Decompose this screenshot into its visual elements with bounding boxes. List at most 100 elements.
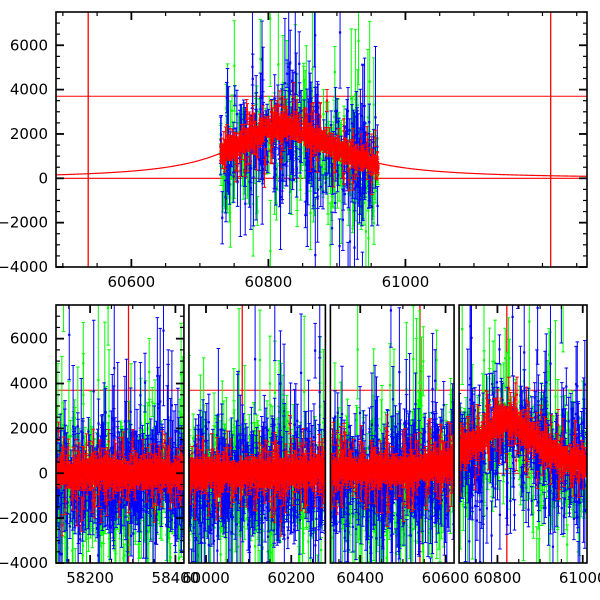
blue-band-point: [305, 114, 309, 117]
red-band-point: [350, 152, 353, 155]
blue-band-point: [287, 65, 290, 69]
green-band-point: [338, 175, 341, 178]
blue-band-point: [304, 163, 308, 166]
blue-band-point: [307, 157, 311, 160]
red-band-point: [345, 155, 349, 159]
blue-band-point: [356, 183, 359, 187]
red-band-point: [325, 99, 329, 102]
green-band-point: [281, 84, 285, 88]
blue-band-point: [330, 157, 333, 160]
blue-band-point: [330, 227, 334, 230]
blue-band-point: [364, 176, 367, 180]
green-band-point: [326, 170, 329, 173]
blue-band-point: [285, 160, 288, 164]
green-band-point: [374, 189, 378, 193]
blue-band-point: [363, 104, 366, 108]
blue-band-point: [340, 164, 344, 167]
green-band-point: [221, 193, 225, 196]
blue-band-point: [266, 160, 269, 163]
green-band-point: [267, 148, 271, 151]
blue-band-point: [353, 187, 356, 190]
blue-band-point: [278, 179, 281, 182]
green-band-point: [277, 63, 280, 66]
blue-band-point: [261, 175, 264, 178]
green-band-point: [330, 201, 333, 204]
blue-band-point: [225, 165, 228, 168]
blue-band-point: [304, 213, 307, 216]
red-band-point: [265, 127, 268, 130]
blue-band-point: [235, 113, 238, 116]
blue-band-point: [290, 151, 294, 154]
blue-band-point: [362, 138, 366, 142]
blue-band-point: [282, 163, 286, 166]
red-band-point: [245, 144, 248, 147]
blue-band-point: [288, 178, 291, 181]
green-band-point: [290, 175, 293, 178]
blue-band-point: [281, 179, 284, 182]
blue-band-point: [274, 173, 277, 176]
blue-band-point: [361, 141, 365, 144]
red-band-point: [324, 144, 327, 147]
red-band-point: [342, 146, 345, 150]
blue-band-point: [295, 72, 298, 75]
green-band-point: [325, 123, 328, 126]
blue-band-point: [226, 110, 229, 113]
red-band-point: [341, 154, 344, 157]
green-band-point: [372, 222, 376, 225]
blue-band-point: [259, 96, 262, 99]
blue-band-point: [292, 84, 295, 88]
blue-band-point: [355, 142, 358, 145]
green-band-point: [303, 152, 306, 155]
blue-band-point: [255, 146, 258, 149]
blue-band-point: [246, 153, 249, 156]
blue-band-point: [258, 159, 261, 162]
red-band-point: [352, 133, 355, 136]
red-band-point: [277, 131, 281, 134]
green-band-point: [357, 39, 360, 43]
green-band-point: [258, 110, 261, 114]
blue-band-point: [336, 170, 339, 173]
blue-band-point: [224, 197, 228, 200]
blue-band-point: [291, 149, 294, 152]
red-band-point: [246, 131, 249, 134]
green-band-point: [274, 160, 277, 163]
blue-band-point: [358, 198, 362, 201]
blue-band-point: [291, 79, 294, 82]
green-band-point: [366, 186, 370, 189]
blue-band-point: [289, 61, 292, 64]
blue-band-point: [374, 116, 377, 119]
blue-band-point: [300, 109, 303, 113]
blue-band-point: [353, 246, 356, 249]
blue-band-point: [350, 176, 354, 179]
blue-band-point: [283, 82, 287, 85]
blue-band-point: [292, 153, 295, 156]
blue-band-point: [288, 87, 291, 90]
blue-band-point: [354, 185, 358, 188]
green-band-point: [320, 183, 324, 186]
red-band-point: [248, 116, 251, 120]
red-band-point: [316, 157, 319, 160]
red-band-point: [341, 160, 344, 164]
green-band-point: [311, 68, 314, 71]
green-band-point: [233, 64, 236, 67]
green-band-point: [233, 177, 236, 181]
red-band-point: [310, 142, 313, 146]
blue-band-point: [291, 178, 294, 181]
green-band-point: [315, 165, 318, 169]
green-band-point: [320, 158, 324, 161]
green-band-point: [329, 179, 332, 182]
red-band-point: [358, 153, 362, 156]
blue-band-point: [244, 156, 248, 159]
red-band-point: [246, 136, 249, 139]
blue-band-point: [317, 113, 320, 116]
green-band-point: [360, 208, 363, 211]
red-band-point: [321, 134, 324, 137]
green-band-point: [356, 103, 359, 107]
green-band-point: [364, 178, 367, 181]
blue-band-point: [345, 126, 348, 129]
green-band-point: [367, 237, 370, 240]
blue-band-point: [294, 71, 297, 74]
blue-band-point: [233, 94, 236, 97]
